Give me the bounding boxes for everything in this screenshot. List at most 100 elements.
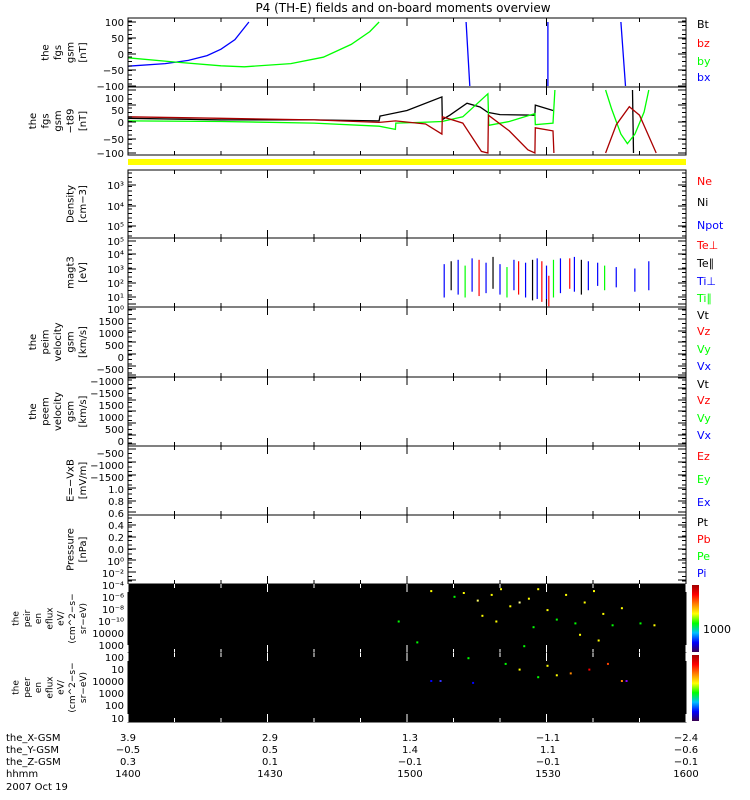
orbit-value: −0.6 [674,745,698,756]
flux-pixel [546,609,549,612]
y-tick-label: 0.0 [108,545,124,556]
y-tick-label: 0 [118,353,124,364]
orbit-value: −0.1 [536,757,560,768]
flux-pixel [490,593,493,596]
y-axis-label: magt3 [66,256,77,289]
y-axis-label: the [12,611,22,626]
flux-pixel [555,674,558,677]
orbit-value: −0.1 [398,757,422,768]
y-tick-label: 10⁻⁴ [102,581,124,592]
orbit-value: 2.9 [262,733,278,744]
y-axis-label: [mV/m] [78,462,89,500]
y-tick-label: 10⁰ [107,305,124,316]
flux-pixel [397,620,400,623]
legend-Ni: Ni [697,196,708,209]
y-axis-label: gsm [53,110,64,131]
flux-pixel [430,590,433,593]
legend-Te∥: Te∥ [696,257,714,270]
y-tick-label: 500 [105,425,124,436]
legend-Pb: Pb [697,533,711,546]
y-tick-label: 10¹ [107,293,124,304]
y-tick-label: −100 [97,149,124,160]
panel-e-vxb: 1.00.80.60.40.20.0 E=−VxB [mV/m] Ez Ey Ex [66,445,711,556]
y-tick-label: 500 [105,341,124,352]
flux-pixel [430,680,433,682]
flux-pixel [527,597,530,600]
y-tick-label: 10 [111,665,124,676]
y-tick-label: 10⁻¹⁰ [98,617,124,628]
panel-frame [127,306,687,378]
y-tick-label: 10⁻⁸ [102,605,124,616]
y-tick-label: 0.8 [108,497,124,508]
orbit-value: 1400 [115,769,140,780]
flux-pixel [639,622,642,625]
y-tick-label: 10⁰ [107,557,124,568]
flux-pixel [546,664,549,667]
spectrogram-background [128,653,686,722]
colorbar-label: 1000 [703,623,731,636]
spectrogram-background [128,584,686,653]
flux-pixel [653,624,656,627]
orbit-value: 0.1 [262,757,278,768]
series-by [128,21,380,68]
orbit-value: 0.3 [120,757,136,768]
yellow-status-bar [128,159,686,165]
y-axis-label: [km/s] [78,326,89,358]
y-axis-label: fgs [53,45,64,60]
legend-Ey: Ey [697,473,711,486]
y-axis-label: [eV] [78,262,89,283]
y-tick-label: −1500 [90,389,124,400]
orbit-value: 1.3 [402,733,418,744]
panel-frame [127,237,687,308]
orbit-row-label: the_Z-GSM [6,757,61,768]
y-axis-label: (cm^2−s− [68,662,78,712]
y-tick-label: −500 [97,365,124,376]
legend-Pe: Pe [697,550,710,563]
y-tick-label: −500 [97,449,124,460]
y-axis-label: −t89 [66,108,77,133]
y-tick-label: −50 [103,66,124,77]
y-axis-label: fgs [41,113,52,128]
panel-fgs: 100 50 0 −50 −100 the fgs gsm [nT] Bt bz by bx [41,17,711,93]
orbit-value: 1.1 [540,745,556,756]
legend-bx: bx [697,71,711,84]
flux-pixel [472,681,475,684]
flux-pixel [606,662,609,665]
flux-pixel [579,633,582,636]
legend-by: by [697,55,711,68]
y-axis-label: [nPa] [78,536,89,562]
y-tick-label: 10000 [92,629,124,640]
legend-Pi: Pi [697,567,706,580]
y-axis-label: the [28,113,39,129]
y-axis-label: Pressure [66,528,77,571]
y-tick-label: 10² [107,279,124,290]
legend-bz: bz [697,37,710,50]
y-tick-label: 0.4 [108,521,124,532]
y-tick-label: 10³ [107,181,124,192]
flux-pixel [500,588,502,591]
flux-pixel [555,618,558,621]
legend-Vz: Vz [697,394,711,407]
data-layer [443,256,650,307]
flux-pixel [439,680,442,682]
y-axis-label: [nT] [78,111,89,131]
legend-Vz: Vz [697,325,711,338]
orbit-value: −1.1 [536,733,560,744]
y-tick-label: 100 [105,94,124,105]
flux-pixel [518,668,521,671]
flux-pixel [602,612,605,615]
legend-Ez: Ez [697,450,710,463]
y-tick-label: 100 [105,653,124,664]
orbit-value: 1530 [535,769,560,780]
legend-Ne: Ne [697,175,712,188]
y-tick-label: 1000 [99,413,124,424]
flux-pixel [588,668,591,671]
panel-density: 10³ 10⁴ 10⁵ Density [cm−3] Ne Ni Npot [66,169,724,239]
y-tick-label: 50 [111,34,124,45]
y-tick-label: 1000 [99,329,124,340]
orbit-value: −2.4 [674,733,698,744]
y-tick-label: 10⁴ [107,202,124,213]
flux-pixel [597,639,600,642]
